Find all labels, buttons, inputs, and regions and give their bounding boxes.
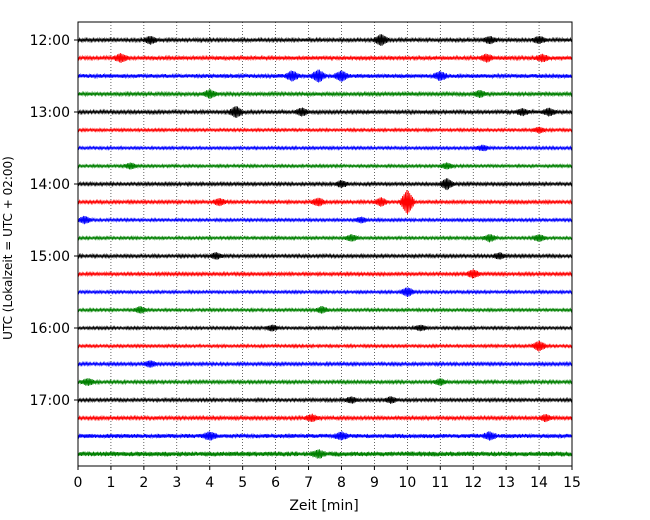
y-tick-label: 15:00 (30, 249, 70, 265)
y-tick-label: 12:00 (30, 33, 70, 49)
seismic-trace (77, 89, 573, 99)
y-tick-label: 16:00 (30, 321, 70, 337)
y-tick-label: 14:00 (30, 177, 70, 193)
seismic-trace (77, 162, 573, 170)
x-tick-label: 12 (464, 475, 482, 491)
seismic-trace (77, 413, 573, 423)
seismic-trace (77, 190, 573, 214)
seismic-trace (77, 378, 573, 386)
seismic-traces (77, 34, 573, 459)
x-tick-label: 11 (431, 475, 449, 491)
seismic-trace (77, 449, 573, 459)
seismic-trace (77, 215, 573, 225)
seismic-trace (77, 431, 573, 441)
x-tick-label: 15 (563, 475, 581, 491)
x-tick-label: 2 (139, 475, 148, 491)
seismic-trace (77, 53, 573, 63)
x-tick-label: 7 (304, 475, 313, 491)
seismic-trace (77, 252, 573, 260)
seismic-trace (77, 34, 573, 46)
x-tick-label: 10 (398, 475, 416, 491)
y-tick-label: 17:00 (30, 393, 70, 409)
y-axis-label: UTC (Lokalzeit = UTC + 02:00) (1, 156, 15, 340)
x-tick-label: 14 (530, 475, 548, 491)
seismic-trace (77, 360, 573, 368)
seismic-trace (77, 340, 573, 352)
x-tick-label: 6 (271, 475, 280, 491)
seismic-trace (77, 269, 573, 279)
x-tick-label: 13 (497, 475, 515, 491)
seismic-trace (77, 178, 573, 191)
seismic-trace (77, 126, 573, 134)
x-tick-label: 3 (172, 475, 181, 491)
seismic-trace (77, 234, 573, 243)
y-tick-label: 13:00 (30, 105, 70, 121)
x-tick-label: 9 (370, 475, 379, 491)
plot-frame (77, 21, 573, 467)
x-tick-label: 5 (238, 475, 247, 491)
x-axis-label: Zeit [min] (289, 498, 358, 514)
x-tick-label: 8 (337, 475, 346, 491)
grid-lines (110, 22, 540, 466)
seismic-trace (77, 305, 573, 314)
x-axis-ticks: 0 1 2 3 4 5 6 7 8 9 10 11 12 13 14 15 (74, 466, 581, 491)
x-tick-label: 4 (205, 475, 214, 491)
seismic-trace (77, 144, 573, 152)
x-tick-label: 1 (106, 475, 115, 491)
x-tick-label: 0 (74, 475, 83, 491)
y-axis-ticks: 12:00 13:00 14:00 15:00 16:00 17:00 (30, 33, 78, 409)
seismic-trace (77, 287, 573, 297)
seismic-trace (77, 324, 573, 332)
seismic-trace (77, 396, 573, 404)
seismic-trace (77, 106, 573, 118)
seismic-trace (77, 69, 573, 83)
